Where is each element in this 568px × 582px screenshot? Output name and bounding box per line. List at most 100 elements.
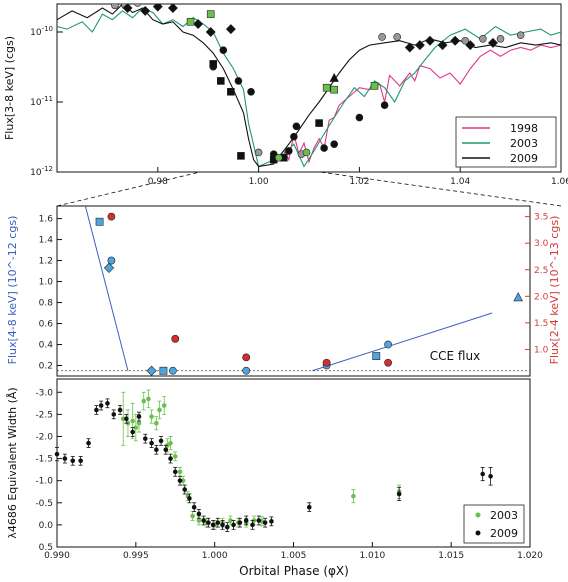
ew-point-2003 xyxy=(146,397,151,402)
ew-point-2009 xyxy=(250,523,255,528)
flux-marker xyxy=(479,35,486,42)
flux-marker xyxy=(321,145,328,152)
flux-marker xyxy=(187,18,194,25)
panel3-xtick-label: 1.005 xyxy=(281,551,307,561)
ew-point-2009 xyxy=(257,518,262,523)
panel1-ytick-exponent: -10 xyxy=(42,25,53,33)
panel1-legend: 1998 2003 2009 xyxy=(456,117,556,167)
zoom-connector-right xyxy=(320,172,561,206)
panel3-ylabel: λ4686 Equivalent Width (Å) xyxy=(6,387,19,538)
flux-marker xyxy=(153,2,162,11)
ew-point-2003 xyxy=(173,454,178,459)
flux-marker xyxy=(290,133,297,140)
flux-marker xyxy=(275,154,282,161)
ew-point-2003 xyxy=(178,470,183,475)
flux-4-8-point xyxy=(243,367,250,374)
panel1-ytick-label: 10-11 xyxy=(30,95,53,108)
panel2-right-ytick-label: 3.5 xyxy=(534,213,548,223)
panel2-left-ytick-label: 0.4 xyxy=(39,341,54,351)
panel-xray-flux: 0.981.001.021.041.0610-1210-1110-10 Flux… xyxy=(3,0,568,187)
flux-marker xyxy=(134,0,141,6)
panel1-ytick-label: 10-10 xyxy=(30,25,53,38)
panel3-legend: 2003 2009 xyxy=(464,505,524,543)
panel3-xtick-label: 1.015 xyxy=(438,551,464,561)
ew-point-2009 xyxy=(220,523,225,528)
ew-point-2009 xyxy=(124,416,129,421)
panel-equivalent-width: 0.990 0.995 1.000 1.005 1.010 1.015 1.020 -3.0 -… xyxy=(6,379,543,578)
ew-point-2003 xyxy=(197,518,202,523)
ew-point-2009 xyxy=(192,505,197,510)
panel3-xtick-label: 1.010 xyxy=(359,551,385,561)
panel2-right-ytick-label: 2.0 xyxy=(534,292,549,302)
ew-point-2009 xyxy=(70,458,75,463)
panel2-ylabel-left: Flux[4-8 keV] (10^-12 cgs) xyxy=(6,216,19,365)
flux-4-8-point xyxy=(385,341,392,348)
ew-point-2009 xyxy=(99,403,104,408)
flux-marker xyxy=(220,47,227,54)
ew-point-2009 xyxy=(197,512,202,517)
zoom-connector-left xyxy=(57,172,200,206)
flux-marker xyxy=(438,41,447,50)
panel-zoom-flux: 0.20.40.60.81.01.21.41.61.01.52.02.53.03… xyxy=(6,206,561,376)
legend-label-2003: 2003 xyxy=(510,137,538,150)
panel2-right-ytick-label: 1.0 xyxy=(534,345,549,355)
flux-marker xyxy=(331,86,338,93)
flux-marker xyxy=(226,25,235,34)
panel3-ytick-label: -2.5 xyxy=(35,410,53,420)
flux-marker xyxy=(451,36,460,45)
flux-marker xyxy=(194,19,203,28)
ew-point-2003 xyxy=(149,414,154,419)
panel3-xtick-label: 1.020 xyxy=(517,551,543,561)
panel2-ylabel-right: Flux[2-4 keV] (10^-13 cgs) xyxy=(548,216,561,365)
cce-flux-annotation: CCE flux xyxy=(430,349,480,363)
panel2-left-ytick-label: 0.8 xyxy=(39,299,54,309)
panel1-xtick-label: 1.04 xyxy=(450,177,470,187)
ew-point-2009 xyxy=(149,441,154,446)
ew-point-2009 xyxy=(86,441,91,446)
panel1-xtick-label: 1.00 xyxy=(249,177,269,187)
legend-label-1998: 1998 xyxy=(510,122,538,135)
panel3-xlabel: Orbital Phase (φX) xyxy=(239,564,349,578)
ew-point-2009 xyxy=(143,436,148,441)
panel1-xtick-label: 1.06 xyxy=(551,177,568,187)
ew-point-2009 xyxy=(178,478,183,483)
ew-point-2009 xyxy=(244,518,249,523)
flux-marker xyxy=(248,88,255,95)
flux-marker xyxy=(237,152,244,159)
panel1-xtick-label: 0.98 xyxy=(148,177,168,187)
flux-2-4-point xyxy=(243,354,250,361)
legend-label-2009: 2009 xyxy=(510,152,538,165)
ew-point-2009 xyxy=(168,456,173,461)
flux-marker xyxy=(255,149,262,156)
ew-point-2009 xyxy=(480,472,485,477)
ew-point-2009 xyxy=(173,470,178,475)
flux-marker xyxy=(207,11,214,18)
flux-4-8-point xyxy=(160,367,167,374)
ew-point-2009 xyxy=(94,408,99,413)
ew-point-2009 xyxy=(231,523,236,528)
panel2-left-ytick-label: 1.4 xyxy=(39,236,54,246)
flux-marker xyxy=(330,73,338,81)
flux-4-8-point xyxy=(104,263,113,272)
panel3-ytick-label: -1.0 xyxy=(35,477,53,487)
legend3-label-2003: 2003 xyxy=(490,509,518,522)
flux-marker xyxy=(381,102,388,109)
ew-point-2009 xyxy=(269,519,274,524)
flux-marker xyxy=(111,2,118,9)
flux-2-4-point xyxy=(172,335,179,342)
ew-point-2009 xyxy=(187,496,192,501)
ew-point-2003 xyxy=(157,408,162,413)
ew-point-2009 xyxy=(130,430,135,435)
ew-point-2003 xyxy=(141,399,146,404)
flux-marker xyxy=(316,120,323,127)
flux-marker xyxy=(285,147,292,154)
flux-marker xyxy=(210,60,217,67)
panel2-left-ytick-label: 1.0 xyxy=(39,278,54,288)
flux-marker xyxy=(394,33,401,40)
panel3-ytick-label: -1.5 xyxy=(35,455,53,465)
panel3-xtick-label: 0.995 xyxy=(123,551,149,561)
ew-point-2003 xyxy=(154,421,159,426)
ew-point-2009 xyxy=(397,492,402,497)
flux-marker xyxy=(293,123,300,130)
fit-line xyxy=(85,206,128,371)
